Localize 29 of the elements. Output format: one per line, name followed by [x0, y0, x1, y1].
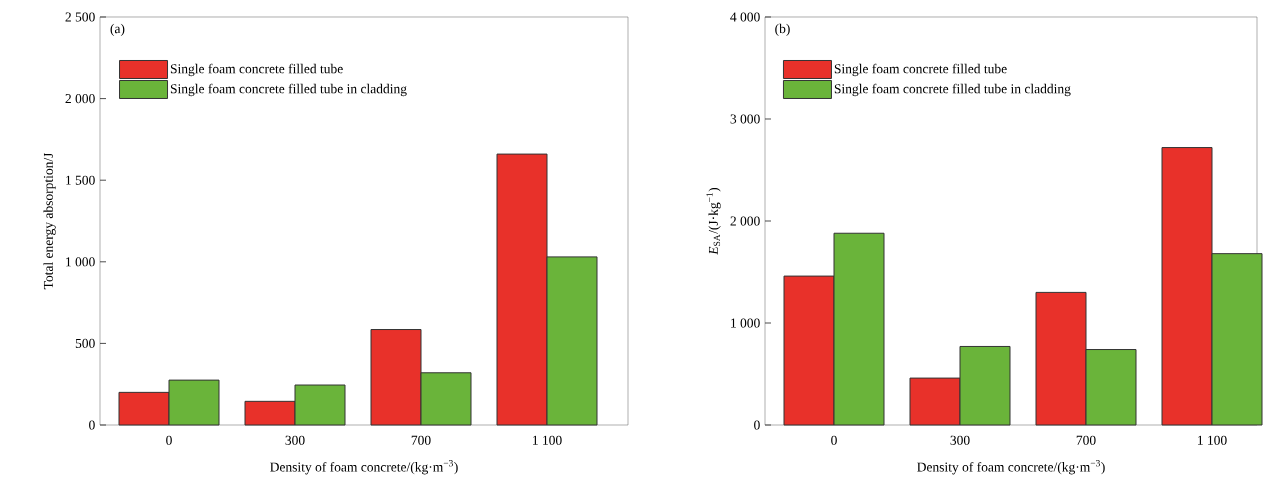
x-tick-label: 1 100	[533, 435, 562, 445]
x-axis-title: Density of foam concrete/(kg·m$^{−3}$)	[270, 460, 458, 475]
x-tick-label: 300	[950, 435, 970, 445]
annotation: (a)	[110, 23, 125, 36]
x-tick-label: 700	[1076, 435, 1096, 445]
x-tick-label: 300	[285, 435, 305, 445]
y-tick-label: 2 000	[730, 216, 760, 226]
x-axis-title: Density of foam concrete/(kg·m$^{−3}$)	[917, 460, 1105, 475]
y-tick-label: 1 500	[66, 175, 95, 185]
legend-label: Single foam concrete filled tube in cladding	[170, 83, 407, 97]
legend-label: Single foam concrete filled tube in cladding	[834, 83, 1071, 97]
x-tick-label: 0	[166, 435, 172, 445]
y-tick-label: 1 000	[66, 257, 95, 267]
y-tick-label: 4 000	[730, 12, 760, 22]
x-tick-label: 0	[831, 435, 837, 445]
x-tick-label: 1 100	[1198, 435, 1227, 445]
y-tick-label: 500	[75, 338, 95, 348]
y-axis-title: Total energy absorption/J	[43, 152, 56, 290]
legend-label: Single foam concrete filled tube	[170, 63, 343, 77]
y-tick-label: 1 000	[731, 318, 760, 328]
annotation: (b)	[775, 23, 790, 36]
y-tick-label: 3 000	[730, 114, 760, 124]
x-tick-label: 700	[411, 435, 431, 445]
y-tick-label: 0	[754, 420, 760, 430]
y-tick-label: 0	[89, 420, 95, 430]
y-tick-label: 2 000	[65, 94, 95, 104]
y-axis-title: E$_{SA}$/(J·kg$^{−1}$)	[706, 187, 721, 255]
y-tick-label: 2 500	[65, 12, 95, 22]
legend-label: Single foam concrete filled tube	[834, 63, 1007, 77]
